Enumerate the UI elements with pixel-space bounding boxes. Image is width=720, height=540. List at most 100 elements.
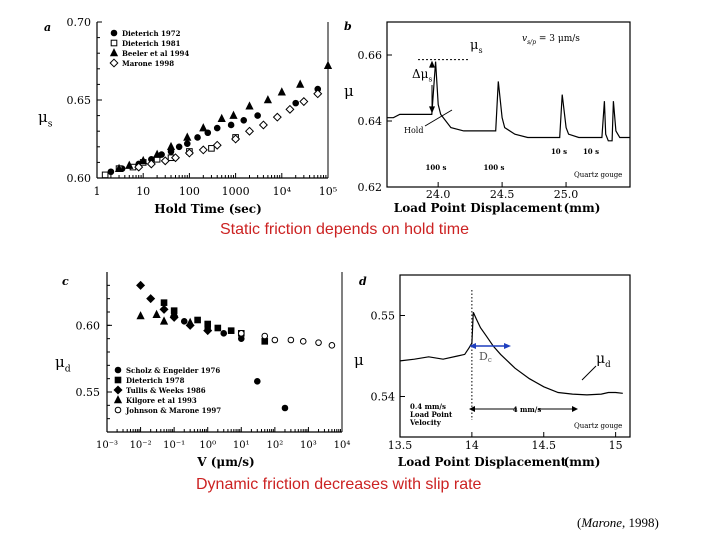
panel-a-point (213, 124, 221, 132)
panel-b-hold-pointer (424, 109, 453, 127)
panel-c-xtick-label: 10⁻² (130, 440, 152, 451)
caption-dynamic-friction: Dynamic friction decreases with slip rat… (196, 476, 482, 493)
panel-c-point (203, 326, 213, 336)
panel-b-delta-arrowhead-low (429, 106, 435, 114)
panel-b-material: Quartz gouge (574, 171, 622, 179)
panel-a-xtick-label: 10 (136, 185, 150, 198)
panel-a-xtick-label: 100 (179, 185, 200, 198)
panel-d-xtick-label: 14.5 (532, 439, 557, 452)
panel-a-point (199, 123, 208, 132)
panel-c-legend-label: Kilgore et al 1993 (126, 396, 197, 405)
panel-b-hold-duration: 10 s (583, 147, 599, 156)
panel-c-point (186, 317, 195, 326)
panel-a-point (107, 168, 115, 176)
panel-a-point (101, 171, 109, 179)
panel-c-point (237, 330, 245, 337)
panel-c-point (214, 324, 222, 332)
panel-a-point (125, 160, 134, 169)
panel-c-legend-label: Johnson & Marone 1997 (125, 406, 221, 415)
panel-a-point (166, 141, 176, 151)
panel-c-label: c (62, 275, 69, 288)
panel-a-point (277, 87, 286, 96)
panel-b-ylabel: μ (344, 82, 354, 100)
panel-c-point (281, 404, 289, 412)
panel-a-point (245, 101, 254, 110)
panel-d-initial-velocity: Load Point (410, 410, 453, 419)
panel-c-point (170, 308, 179, 317)
panel-c-ytick-label: 0.55 (76, 386, 101, 399)
panel-a-xtick-label: 10⁴ (273, 185, 292, 198)
panel-c-point (160, 299, 168, 306)
panel-a-point (272, 112, 282, 122)
caption-static-friction: Static friction depends on hold time (220, 221, 470, 238)
panel-c-xtick-label: 10⁰ (199, 440, 216, 451)
panel-a-point (231, 134, 241, 144)
panel-a-point (323, 60, 333, 69)
panel-b-ytick-label: 0.62 (358, 181, 383, 194)
panel-c-point (220, 330, 228, 337)
panel-c-point (299, 338, 307, 345)
panel-c-point (152, 309, 161, 318)
panel-a-point (152, 149, 162, 158)
panel-c-point (328, 342, 336, 349)
panel-a-point (227, 121, 235, 129)
panel-b-hold-duration: 10 s (551, 147, 567, 156)
panel-a-point (296, 79, 305, 88)
panel-b-frame (386, 21, 631, 188)
panel-d-label: d (359, 275, 367, 288)
panel-c-point (271, 336, 279, 344)
panel-a-legend-label: Dieterich 1981 (122, 39, 181, 48)
panel-a-ylabel: μs (38, 108, 53, 130)
panel-d-ytick-label: 0.54 (371, 391, 396, 404)
panel-a-legend-marker (109, 58, 119, 68)
panel-d-mu-d-pointer (581, 365, 597, 381)
panel-d-xtick-label: 13.5 (388, 439, 413, 452)
panel-c-point (136, 311, 145, 320)
panel-a-point (212, 140, 222, 150)
panel-c-point (237, 335, 245, 342)
panel-c-legend-label: Tullis & Weeks 1986 (126, 386, 206, 395)
panel-a-point (263, 95, 273, 104)
panel-c-point (159, 316, 169, 325)
panel-b-friction-trace (387, 61, 630, 142)
panel-c-legend-label: Dieterich 1978 (126, 376, 185, 385)
panel-a-legend-label: Beeler et al 1994 (122, 49, 189, 58)
panel-a-ytick-label: 0.70 (67, 16, 92, 29)
panel-a-ytick-label: 0.60 (67, 172, 92, 185)
panel-d-final-velocity: 4 mm/s (513, 405, 542, 414)
panel-d-ylabel: μ (354, 351, 364, 369)
panel-d-xtick-label: 15 (609, 439, 623, 452)
panel-a-point (114, 163, 124, 172)
panel-a-point (146, 159, 156, 169)
panel-c-ylabel: μd (55, 353, 71, 375)
panel-a-xtick-label: 1000 (222, 185, 250, 198)
credit-author: Marone (581, 515, 623, 530)
panel-c-point (315, 339, 322, 346)
panel-c-legend-marker (114, 406, 122, 414)
panel-b-mu-s-label: μs (470, 38, 483, 55)
panel-a-point (184, 148, 194, 158)
panel-c-point (261, 338, 269, 345)
panel-b-ytick-label: 0.64 (358, 115, 383, 128)
panel-b-delta-arrowhead (429, 60, 435, 68)
panel-b-label: b (344, 20, 352, 33)
panel-c-point (227, 327, 235, 334)
panel-a-legend-marker (110, 39, 118, 47)
panel-a-point (285, 104, 295, 114)
panel-c-xtick-label: 10⁴ (334, 440, 351, 451)
panel-c-xtick-label: 10⁻¹ (163, 440, 185, 451)
panel-a-point (139, 155, 148, 165)
panel-a-legend-label: Marone 1998 (122, 59, 174, 68)
panel-c-point (159, 304, 169, 314)
panel-c-point (194, 316, 201, 324)
panel-d-mu-d-label: μd (596, 351, 611, 370)
panel-b-ytick-label: 0.66 (358, 49, 383, 62)
panel-c-point (204, 320, 212, 328)
panel-d-xlabel-unit: (mm) (564, 455, 601, 469)
panel-a-point (229, 110, 238, 119)
panel-b-xtick-label: 24.5 (490, 188, 515, 201)
panel-d-material: Quartz gouge (574, 422, 622, 430)
panel-b-hold-label: Hold (404, 126, 423, 135)
panel-a-legend-marker (109, 48, 119, 57)
